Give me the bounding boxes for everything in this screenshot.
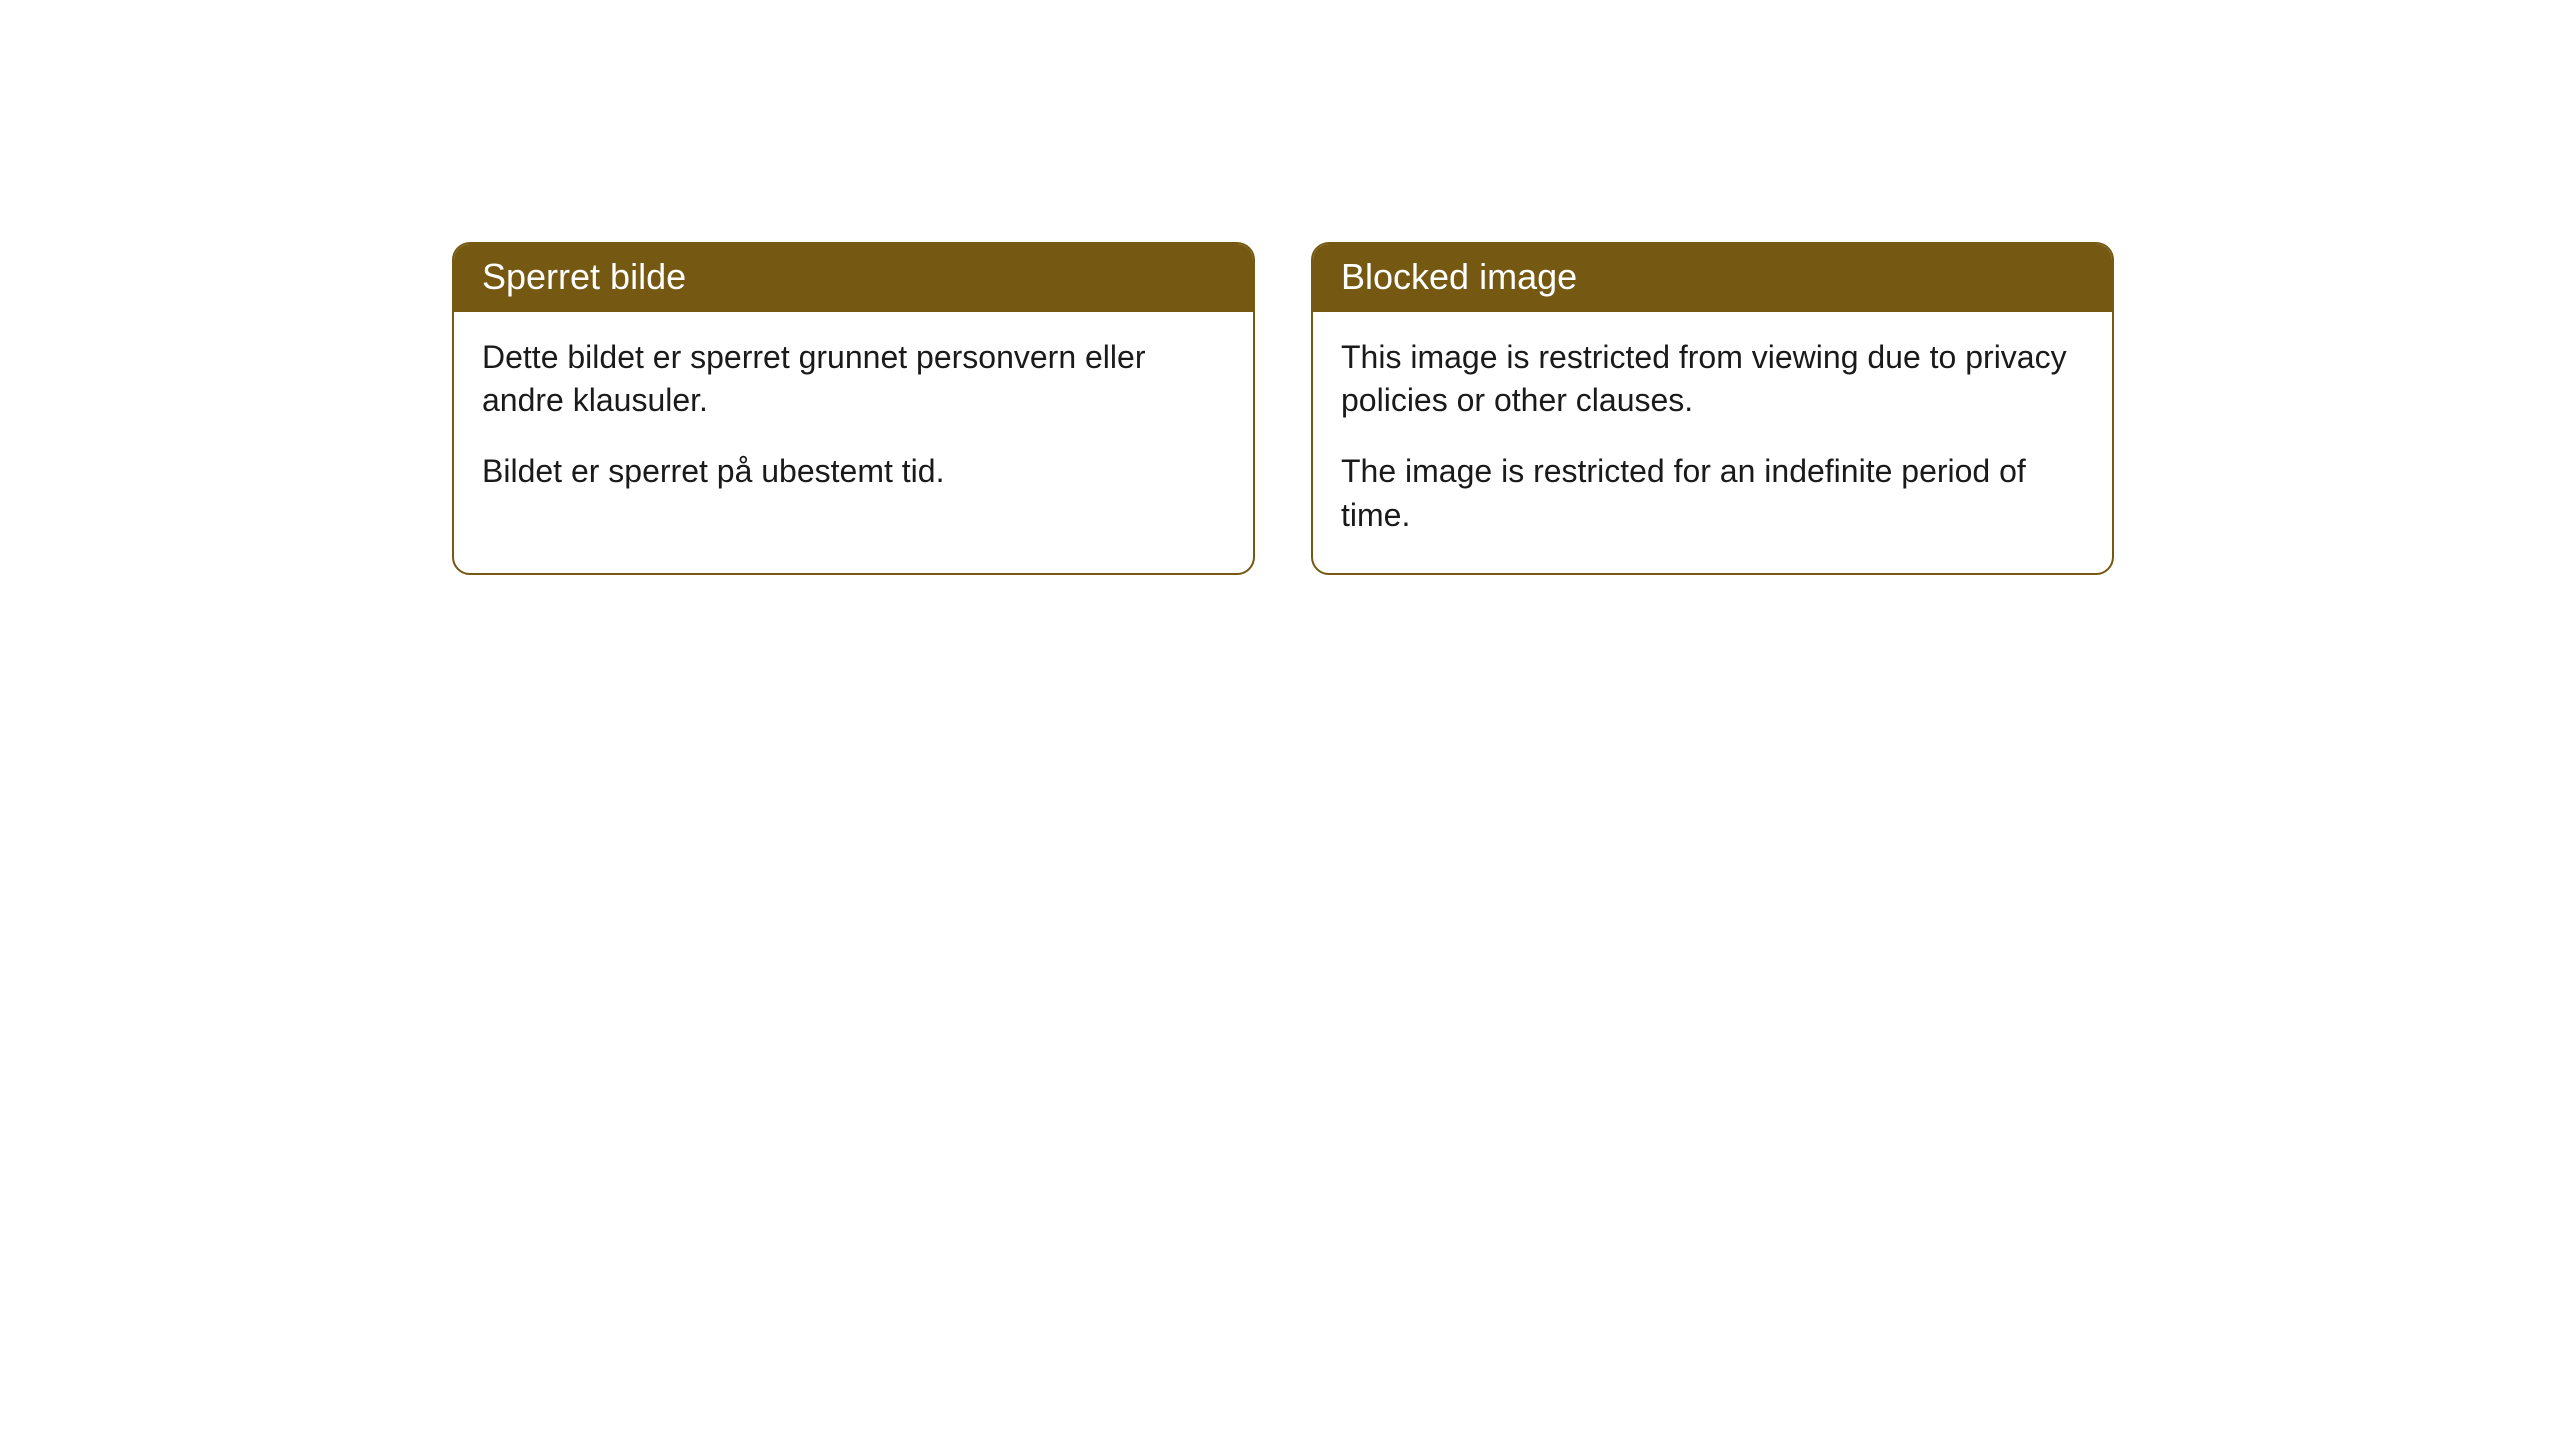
card-header: Blocked image — [1313, 244, 2112, 312]
card-title: Sperret bilde — [482, 256, 686, 297]
card-paragraph: Dette bildet er sperret grunnet personve… — [482, 336, 1225, 422]
notice-card-norwegian: Sperret bilde Dette bildet er sperret gr… — [452, 242, 1255, 575]
card-paragraph: Bildet er sperret på ubestemt tid. — [482, 450, 1225, 493]
card-paragraph: The image is restricted for an indefinit… — [1341, 450, 2084, 536]
card-body: This image is restricted from viewing du… — [1313, 312, 2112, 573]
card-title: Blocked image — [1341, 256, 1577, 297]
card-body: Dette bildet er sperret grunnet personve… — [454, 312, 1253, 530]
notice-cards-container: Sperret bilde Dette bildet er sperret gr… — [452, 242, 2114, 575]
card-paragraph: This image is restricted from viewing du… — [1341, 336, 2084, 422]
card-header: Sperret bilde — [454, 244, 1253, 312]
notice-card-english: Blocked image This image is restricted f… — [1311, 242, 2114, 575]
